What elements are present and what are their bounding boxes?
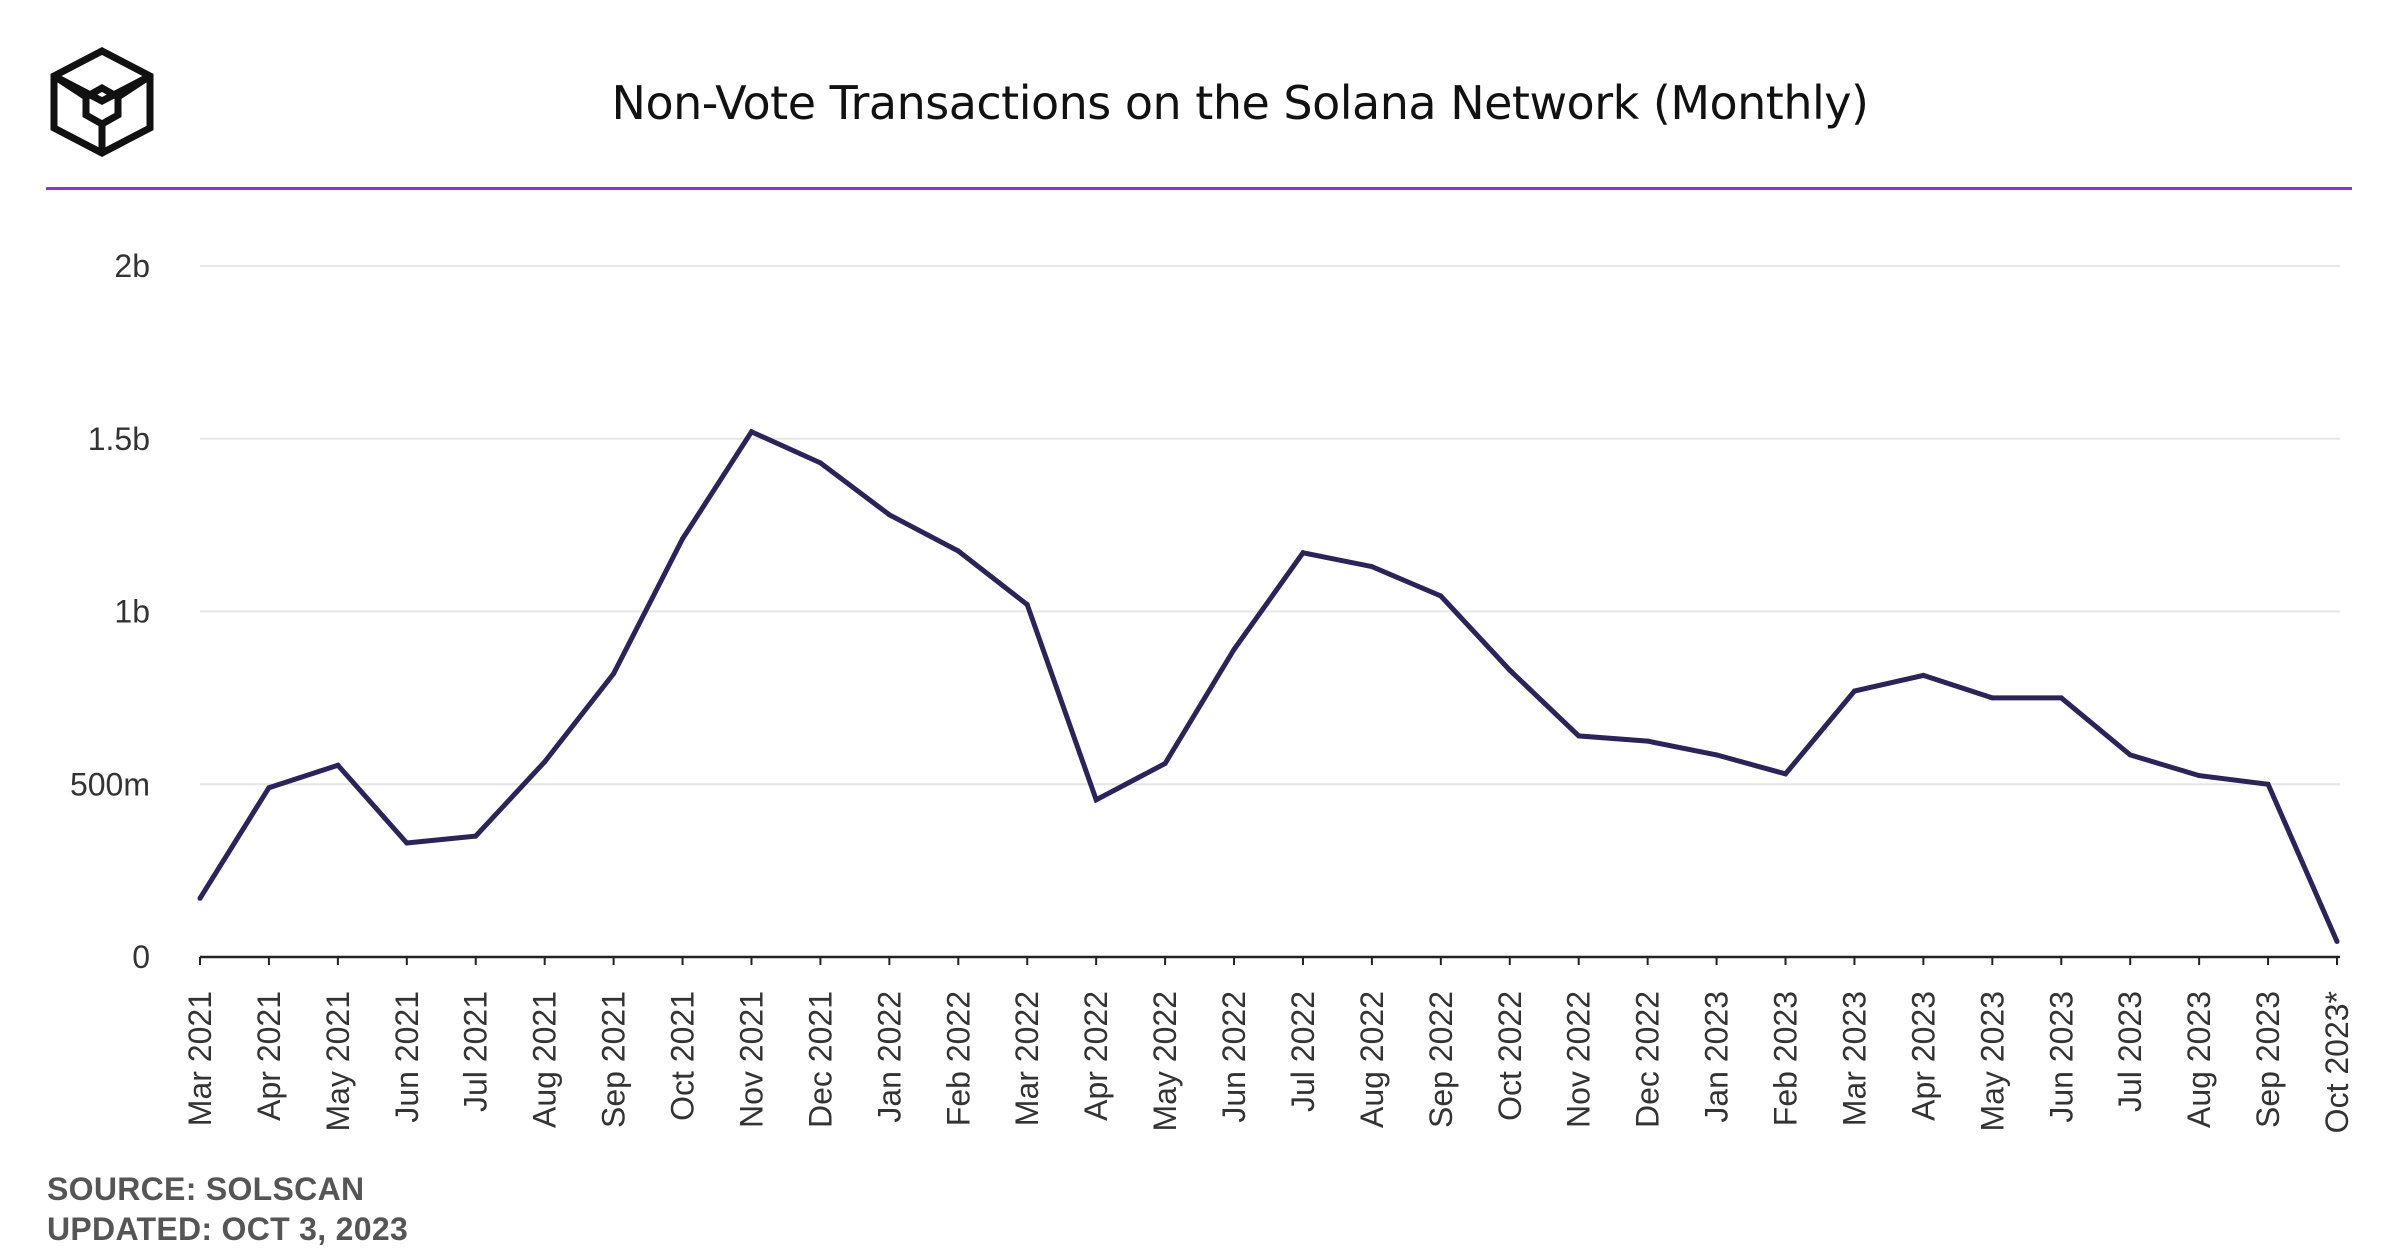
- x-tick-label: Oct 2022: [1492, 991, 1528, 1121]
- data-point: [955, 548, 961, 554]
- x-tick-label: Apr 2022: [1078, 991, 1114, 1121]
- data-point: [611, 671, 617, 677]
- title-divider: [46, 187, 2352, 190]
- x-tick-label: Aug 2022: [1354, 991, 1390, 1128]
- x-tick-label: Oct 2021: [665, 991, 701, 1121]
- data-point: [1300, 550, 1306, 556]
- data-point: [886, 512, 892, 518]
- x-tick-label: Mar 2023: [1836, 991, 1872, 1126]
- data-point: [2058, 695, 2064, 701]
- x-tick-label: Jul 2022: [1285, 991, 1321, 1112]
- data-point: [473, 833, 479, 839]
- x-tick-label: Apr 2021: [251, 991, 287, 1121]
- data-point: [2334, 939, 2340, 944]
- data-point: [1783, 771, 1788, 777]
- y-tick-label: 2b: [114, 248, 150, 284]
- x-tick-label: Jan 2023: [1699, 991, 1735, 1123]
- x-tick-label: Jul 2023: [2112, 991, 2148, 1112]
- data-point: [2127, 752, 2133, 758]
- x-axis-ticks: Mar 2021 Apr 2021 May 2021 Jun 2021 Jul 2021…: [182, 957, 2355, 1133]
- data-point: [1162, 761, 1168, 766]
- data-point: [680, 536, 685, 542]
- x-tick-label: May 2023: [1974, 991, 2010, 1132]
- data-point: [1507, 667, 1513, 673]
- data-point: [1024, 602, 1030, 608]
- x-tick-label: Dec 2021: [802, 991, 838, 1128]
- data-point: [1989, 695, 1995, 701]
- x-tick-label: Jan 2022: [871, 991, 907, 1123]
- data-point: [1438, 593, 1444, 599]
- x-tick-label: May 2021: [320, 991, 356, 1132]
- x-tick-label: Sep 2021: [596, 991, 632, 1128]
- x-tick-label: Nov 2022: [1561, 991, 1597, 1128]
- x-tick-label: Jun 2021: [389, 991, 425, 1123]
- data-point: [817, 460, 823, 466]
- series-layer: [197, 428, 2340, 944]
- x-tick-label: Feb 2022: [940, 991, 976, 1126]
- data-point: [2265, 781, 2271, 787]
- updated-note: UPDATED: OCT 3, 2023: [47, 1211, 409, 1247]
- x-tick-label: May 2022: [1147, 991, 1183, 1132]
- data-point: [1093, 797, 1099, 803]
- data-point: [1645, 738, 1651, 744]
- x-tick-label: Dec 2022: [1630, 991, 1666, 1128]
- data-point: [749, 429, 754, 435]
- y-tick-label: 1b: [114, 594, 150, 630]
- y-axis-ticks: 0 500m 1b 1.5b 2b: [70, 248, 150, 975]
- data-point: [1714, 752, 1720, 758]
- data-point: [542, 759, 548, 765]
- chart-header: Non-Vote Transactions on the Solana Netw…: [0, 0, 2401, 190]
- x-tick-label: Mar 2021: [182, 991, 218, 1126]
- x-tick-label: Apr 2023: [1905, 991, 1941, 1121]
- x-tick-label: Nov 2021: [733, 991, 769, 1128]
- x-tick-label: Aug 2023: [2181, 991, 2217, 1128]
- data-point: [2196, 773, 2202, 779]
- cube-logo-icon: [50, 47, 154, 157]
- x-tick-label: Oct 2023*: [2319, 991, 2355, 1133]
- x-tick-label: Aug 2021: [527, 991, 563, 1128]
- y-tick-label: 1.5b: [88, 421, 150, 457]
- data-point: [197, 895, 203, 901]
- data-point: [404, 840, 410, 846]
- data-point: [1231, 647, 1237, 652]
- x-tick-label: Sep 2023: [2250, 991, 2286, 1128]
- x-tick-label: Jul 2021: [458, 991, 494, 1112]
- data-point: [1920, 672, 1926, 678]
- x-tick-label: Jun 2022: [1216, 991, 1252, 1123]
- x-tick-label: Jun 2023: [2043, 991, 2079, 1123]
- chart-title: Non-Vote Transactions on the Solana Netw…: [611, 76, 1869, 130]
- y-tick-label: 0: [132, 939, 150, 975]
- data-point: [335, 762, 341, 768]
- x-tick-label: Sep 2022: [1423, 991, 1459, 1128]
- x-tick-label: Feb 2023: [1768, 991, 1804, 1126]
- x-tick-label: Mar 2022: [1009, 991, 1045, 1126]
- series-line: [197, 428, 2340, 943]
- gridlines: [200, 265, 2340, 786]
- data-point: [1852, 688, 1857, 694]
- data-point: [1576, 733, 1582, 739]
- data-point: [1369, 564, 1375, 570]
- y-tick-label: 500m: [70, 766, 150, 802]
- data-point: [266, 785, 272, 791]
- source-note: SOURCE: SOLSCAN: [47, 1171, 365, 1207]
